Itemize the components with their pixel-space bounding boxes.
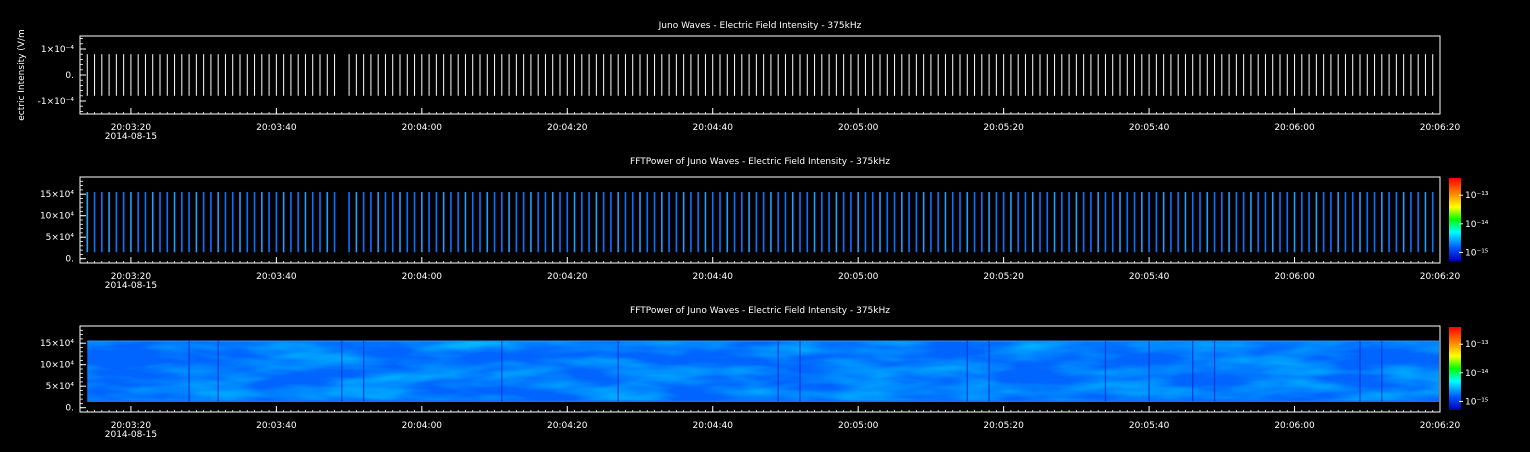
x-tick-label: 20:05:00 [838, 421, 879, 431]
y-tick-label: 15×10⁴ [40, 339, 74, 349]
panel3-gaps [87, 340, 1439, 402]
panel3-colorbar [1449, 327, 1461, 410]
x-tick-label: 20:05:20 [983, 123, 1024, 133]
x-tick-label: 20:06:20 [1420, 123, 1461, 133]
colorbar-tick-label: 10⁻¹³ [1465, 340, 1489, 350]
x-tick-label: 20:05:00 [838, 272, 879, 282]
y-tick-label: 10×10⁴ [40, 212, 74, 222]
panel2-title: FFTPower of Juno Waves - Electric Field … [630, 157, 890, 167]
panel2-frame [79, 176, 1441, 264]
x-tick-label: 20:04:00 [402, 272, 443, 282]
date-label: 2014-08-15 [105, 430, 157, 440]
x-tick-label: 20:05:40 [1129, 123, 1170, 133]
panel-fft-stripes: FFTPower of Juno Waves - Electric Field … [40, 157, 1489, 291]
x-tick-label: 20:06:20 [1420, 421, 1461, 431]
x-tick-label: 20:06:00 [1274, 272, 1315, 282]
x-tick-label: 20:04:00 [402, 123, 443, 133]
x-tick-label: 20:04:00 [402, 421, 443, 431]
panel2-colorbar [1449, 178, 1461, 261]
panel1-ylabel: ectric Intensity (V/m [17, 29, 27, 121]
x-tick-label: 20:04:20 [547, 272, 588, 282]
x-tick-label: 20:06:00 [1274, 123, 1315, 133]
panel3-colorbar-ticks: 10⁻¹³ 10⁻¹⁴ 10⁻¹⁵ [1459, 340, 1489, 407]
x-tick-label: 20:04:20 [547, 421, 588, 431]
x-tick-label: 20:04:40 [693, 123, 734, 133]
x-tick-label: 20:06:20 [1420, 272, 1461, 282]
y-tick-label: 0. [65, 255, 74, 265]
y-tick-label: 5×10⁴ [46, 382, 75, 392]
x-tick-label: 20:05:40 [1129, 272, 1170, 282]
x-tick-label: 20:04:20 [547, 123, 588, 133]
x-tick-label: 20:06:00 [1274, 421, 1315, 431]
y-tick-label: 0. [65, 71, 74, 81]
y-tick-label: 15×10⁴ [40, 190, 74, 200]
panel-time-series: Juno Waves - Electric Field Intensity - … [17, 21, 1460, 142]
colorbar-tick-label: 10⁻¹⁵ [1465, 248, 1489, 258]
date-label: 2014-08-15 [105, 281, 157, 291]
colorbar-tick-label: 10⁻¹⁴ [1465, 220, 1489, 230]
date-label: 2014-08-15 [105, 132, 157, 142]
colorbar-tick-label: 10⁻¹⁵ [1465, 397, 1489, 407]
panel1-title: Juno Waves - Electric Field Intensity - … [658, 21, 862, 31]
x-tick-label: 20:04:40 [693, 421, 734, 431]
x-tick-label: 20:03:20 [111, 123, 152, 133]
colorbar-tick-label: 10⁻¹³ [1465, 191, 1489, 201]
panel3-spectrogram-texture [87, 341, 1440, 402]
x-tick-label: 20:03:40 [256, 272, 297, 282]
y-tick-label: 5×10⁴ [46, 233, 75, 243]
panel3-spectrogram [87, 341, 1440, 402]
x-tick-label: 20:03:40 [256, 123, 297, 133]
x-tick-label: 20:03:20 [111, 272, 152, 282]
x-tick-label: 20:05:20 [983, 421, 1024, 431]
colorbar-tick-label: 10⁻¹⁴ [1465, 369, 1489, 379]
panel1-waveform [86, 54, 1434, 96]
panel1-frame [79, 35, 1441, 115]
panel2-spectrogram [86, 192, 1434, 253]
panel2-colorbar-ticks: 10⁻¹³ 10⁻¹⁴ 10⁻¹⁵ [1459, 191, 1489, 258]
y-tick-label: 1×10⁻⁴ [41, 45, 74, 55]
y-tick-label: 0. [65, 404, 74, 414]
x-tick-label: 20:05:20 [983, 272, 1024, 282]
x-tick-label: 20:03:40 [256, 421, 297, 431]
x-tick-label: 20:05:40 [1129, 421, 1170, 431]
panel3-title: FFTPower of Juno Waves - Electric Field … [630, 306, 890, 316]
x-tick-label: 20:03:20 [111, 421, 152, 431]
panel3-frame [79, 325, 1441, 413]
x-tick-label: 20:04:40 [693, 272, 734, 282]
y-tick-label: 10×10⁴ [40, 361, 74, 371]
panel-fft-continuous: FFTPower of Juno Waves - Electric Field … [40, 306, 1489, 440]
x-tick-label: 20:05:00 [838, 123, 879, 133]
y-tick-label: -1×10⁻⁴ [38, 97, 75, 107]
